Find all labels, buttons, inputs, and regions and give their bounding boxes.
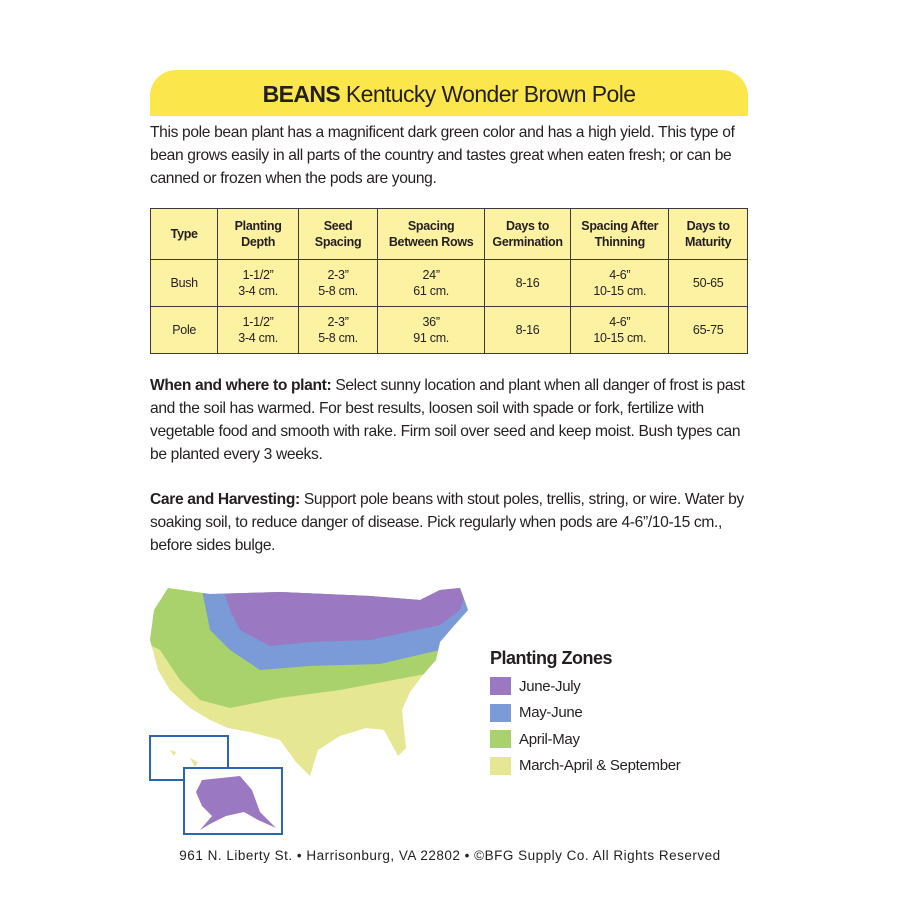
table-cell: 8-16	[483, 306, 572, 354]
section-text: Support pole beans with stout poles, tre…	[150, 491, 744, 554]
header-cell: Spacing After Thinning	[570, 208, 670, 260]
title-rest: Kentucky Wonder Brown Pole	[345, 81, 636, 107]
table-cell: 36” 91 cm.	[377, 306, 485, 354]
table-cell: 2-3” 5-8 cm.	[297, 259, 379, 307]
legend-swatch	[490, 730, 511, 749]
section: When and where to plant: Select sunny lo…	[150, 374, 750, 466]
legend-label: April-May	[519, 730, 580, 748]
table-cell: 1-1/2” 3-4 cm.	[217, 306, 299, 354]
intro: This pole bean plant has a magnificent d…	[150, 124, 735, 187]
legend-swatch	[490, 703, 511, 722]
planting-table: Type Planting Depth Seed Spacing Spacing Be…	[149, 208, 748, 354]
table-cell: 2-3” 5-8 cm.	[297, 306, 379, 354]
legend-item: May-June	[490, 700, 681, 727]
header-cell: Days to Maturity	[668, 208, 748, 260]
table-row: Pole 1-1/2” 3-4 cm. 2-3” 5-8 cm. 36” 91 cm.…	[149, 306, 748, 354]
table-cell: Bush	[149, 259, 219, 307]
legend-item: March-April & September	[490, 753, 681, 780]
table-row: Bush 1-1/2” 3-4 cm. 2-3” 5-8 cm. 24” 61 cm.…	[149, 259, 748, 307]
legend-title: Planting Zones	[490, 648, 613, 668]
legend-item: June-July	[490, 673, 681, 700]
header-cell: Planting Depth	[217, 208, 299, 260]
section: Care and Harvesting: Support pole beans …	[150, 488, 750, 557]
header-cell: Type	[149, 208, 219, 260]
legend: Planting Zones June-July May-June April-May…	[490, 648, 681, 779]
legend-item: April-May	[490, 726, 681, 753]
title-bold: BEANS	[262, 81, 341, 107]
table-cell: Pole	[149, 306, 219, 354]
section-heading: When and where to plant:	[150, 377, 332, 394]
section-heading: Care and Harvesting:	[150, 491, 300, 508]
header-cell: Spacing Between Rows	[377, 208, 485, 260]
table-cell: 24” 61 cm.	[377, 259, 485, 307]
header-row: Type Planting Depth Seed Spacing Spacing Be…	[149, 208, 748, 260]
hawaii	[170, 750, 216, 776]
section-text: Select sunny location and plant when all…	[150, 377, 745, 463]
legend-swatch	[490, 677, 511, 696]
table-cell: 4-6” 10-15 cm.	[570, 306, 670, 354]
footer: 961 N. Liberty St. • Harrisonburg, VA 22…	[179, 848, 721, 863]
table-cell: 1-1/2” 3-4 cm.	[217, 259, 299, 307]
table-cell: 4-6” 10-15 cm.	[570, 259, 670, 307]
legend-label: June-July	[519, 677, 581, 695]
table-cell: 50-65	[668, 259, 748, 307]
header-cell: Days to Germination	[483, 208, 572, 260]
legend-label: May-June	[519, 704, 583, 722]
legend-swatch	[490, 756, 511, 775]
table-cell: 8-16	[483, 259, 572, 307]
table-cell: 65-75	[668, 306, 748, 354]
alaska	[196, 776, 276, 830]
legend-label: March-April & September	[519, 757, 681, 775]
zone-map	[149, 588, 468, 835]
header: BEANS Kentucky Wonder Brown Pole	[150, 70, 748, 116]
header-cell: Seed Spacing	[297, 208, 379, 260]
